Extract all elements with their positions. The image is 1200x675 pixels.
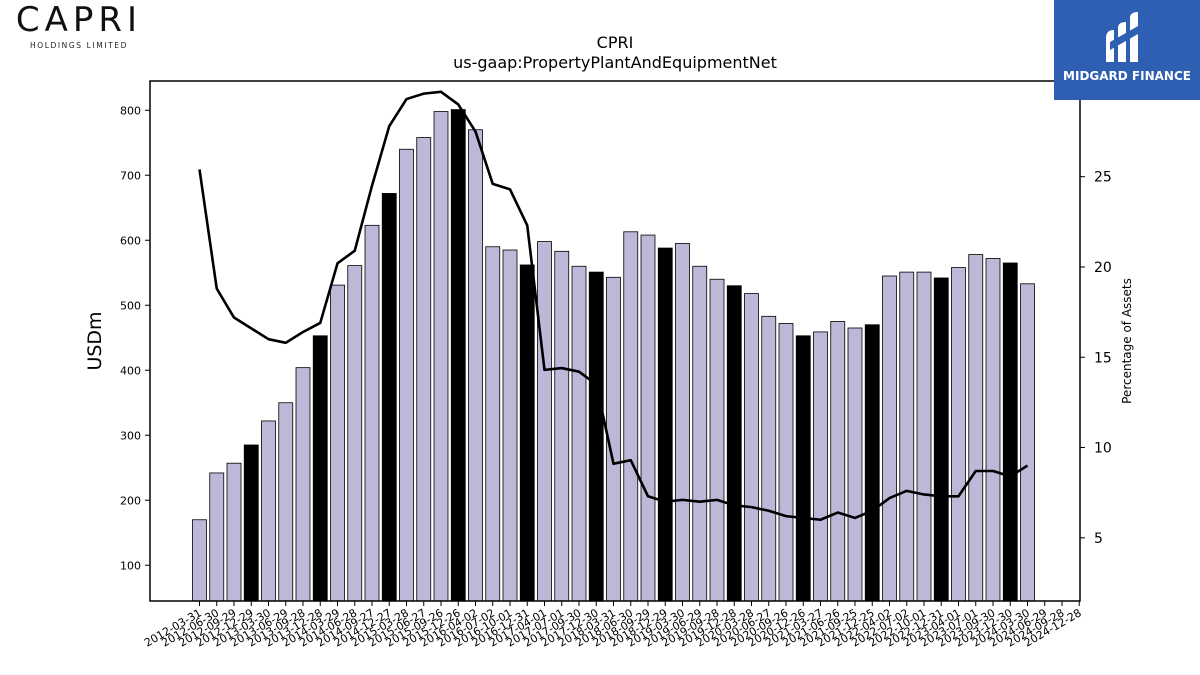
- bar-2019-12-28: [726, 285, 742, 602]
- bar-2012-03-31: [192, 519, 207, 602]
- bar-2020-06-27: [761, 315, 777, 602]
- bar-2015-06-27: [416, 137, 432, 602]
- bar-2019-09-28: [709, 278, 725, 602]
- y2-tick-label: 15: [1094, 350, 1112, 366]
- bar-2021-12-25: [864, 324, 880, 602]
- bar-2023-09-30: [985, 258, 1001, 602]
- bar-2014-06-28: [347, 265, 363, 602]
- chart-subtitle: us-gaap:PropertyPlantAndEquipmentNet: [453, 53, 777, 72]
- bar-2018-06-30: [623, 231, 639, 602]
- bar-2014-09-27: [364, 224, 380, 602]
- y-axis-label: USDm: [84, 311, 106, 370]
- percentage-line-series: [198, 90, 1029, 522]
- bar-2023-12-30: [1002, 262, 1018, 602]
- y-axis: 100 200 300 400 500 600 700 800: [120, 104, 150, 572]
- bar-2021-06-26: [830, 321, 846, 602]
- plot-frame: [149, 80, 1081, 602]
- bar-2018-09-29: [640, 234, 656, 602]
- x-axis: 2012-03-312012-06-302012-09-292012-12-29…: [142, 601, 1084, 650]
- bar-2013-06-29: [278, 402, 294, 602]
- bar-2014-12-27: [381, 193, 397, 602]
- bar-2022-04-02: [882, 275, 897, 602]
- y-tick-label: 800: [120, 104, 141, 117]
- midgard-name: MIDGARD FINANCE: [1063, 69, 1191, 83]
- bar-2012-06-30: [209, 472, 225, 602]
- midgard-finance-logo: MIDGARD FINANCE: [1054, 0, 1200, 100]
- y-tick-label: 200: [120, 494, 141, 507]
- bar-2017-09-30: [571, 265, 587, 602]
- bar-2019-03-30: [675, 243, 690, 602]
- bar-2014-03-29: [330, 284, 345, 602]
- bar-2024-03-30: [1020, 283, 1035, 602]
- bar-2017-12-30: [588, 271, 604, 602]
- bar-2017-04-01: [537, 241, 552, 602]
- midgard-emblem-icon: [1106, 12, 1138, 62]
- capri-tagline: HOLDINGS LIMITED: [29, 41, 129, 50]
- bar-2022-12-31: [933, 277, 949, 602]
- bar-2018-12-29: [657, 247, 673, 602]
- y2-axis-label: Percentage of Assets: [1120, 278, 1134, 404]
- bar-2023-04-01: [951, 267, 966, 602]
- bar-2020-03-28: [744, 293, 759, 602]
- y2-tick-label: 25: [1094, 170, 1112, 186]
- bar-2021-03-27: [813, 331, 828, 602]
- y-tick-label: 300: [120, 429, 141, 442]
- bar-2013-09-28: [295, 367, 311, 602]
- bar-2020-09-26: [778, 323, 794, 602]
- percentage-line: [198, 90, 1029, 522]
- bar-2021-09-25: [847, 327, 863, 602]
- chart-title: CPRI: [597, 33, 634, 52]
- y-tick-label: 100: [120, 559, 141, 572]
- bar-2023-07-01: [968, 254, 984, 602]
- y2-tick-label: 5: [1094, 531, 1103, 547]
- bar-2016-07-02: [485, 246, 501, 602]
- y2-tick-label: 20: [1094, 260, 1112, 276]
- capri-logo: CAPRI HOLDINGS LIMITED: [4, 0, 154, 54]
- capri-wordmark: CAPRI: [15, 0, 143, 40]
- bar-2022-07-02: [899, 271, 915, 602]
- bar-2012-09-29: [226, 462, 242, 602]
- bar-series: [192, 109, 1035, 602]
- bar-2020-12-26: [795, 335, 811, 602]
- bar-2016-10-01: [502, 249, 518, 602]
- bar-2013-12-28: [312, 335, 328, 602]
- y-tick-label: 700: [120, 169, 141, 182]
- bar-2015-09-26: [433, 111, 449, 602]
- bar-2015-03-28: [399, 148, 414, 602]
- y-tick-label: 500: [120, 299, 141, 312]
- bar-2012-12-29: [243, 444, 259, 602]
- y2-axis: 51015202530: [1080, 79, 1112, 547]
- y-tick-label: 400: [120, 364, 141, 377]
- bar-2019-06-29: [692, 265, 708, 602]
- bar-2016-12-31: [519, 264, 535, 602]
- bar-2013-03-30: [261, 420, 276, 602]
- y-tick-label: 600: [120, 234, 141, 247]
- bar-2016-04-02: [468, 129, 483, 602]
- y2-tick-label: 10: [1094, 441, 1112, 457]
- bar-2017-07-01: [554, 250, 570, 602]
- bar-2015-12-26: [450, 109, 466, 602]
- bar-2022-10-01: [916, 271, 932, 602]
